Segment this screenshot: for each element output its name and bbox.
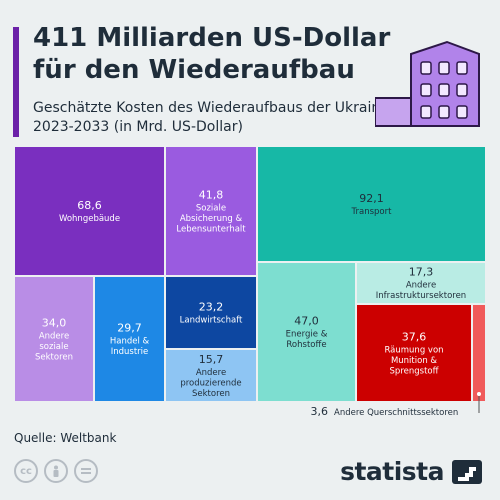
treemap-tile-landwirtschaft	[166, 277, 256, 348]
chart-title: 411 Milliarden US-Dollar für den Wiedera…	[33, 23, 391, 85]
cc-icon[interactable]: cc	[14, 459, 38, 483]
treemap-tile-transport	[258, 147, 485, 261]
tile-label-handel-industrie: Handel & Industrie	[110, 337, 150, 358]
tile-value-soziale-absicherung-lebensunterhalt: 41,8	[199, 188, 224, 201]
treemap-tile-soziale-absicherung-lebensunterhalt	[166, 147, 256, 275]
tile-value-andere-querschnittssektoren: 3,6	[311, 405, 329, 418]
tile-value-räumung-von-munition-sprengstoff: 37,6	[402, 330, 427, 343]
statista-logo[interactable]: statista	[340, 457, 482, 486]
tile-label-räumung-von-munition-sprengstoff: Räumung von Munition & Sprengstoff	[384, 345, 443, 376]
treemap-chart: 68,6 Wohngebäude 41,8 Soziale Absicherung & L…	[15, 147, 485, 418]
treemap-tile-räumung-von-munition-sprengstoff	[357, 305, 471, 401]
tile-value-andere-soziale-sektoren: 34,0	[42, 316, 67, 329]
tile-label-transport: Transport	[351, 207, 393, 217]
statista-mark-icon	[452, 459, 482, 484]
treemap-tile-andere-soziale-sektoren	[15, 277, 93, 401]
treemap-tile-handel-industrie	[95, 277, 164, 401]
source-label: Quelle: Weltbank	[14, 431, 117, 445]
tile-value-energie-rohstoffe: 47,0	[294, 315, 319, 328]
tile-label-soziale-absicherung-lebensunterhalt: Soziale Absicherung & Lebensunterhalt	[176, 203, 246, 234]
tile-value-wohngebäude: 68,6	[77, 199, 102, 212]
equals-icon[interactable]	[74, 459, 98, 483]
treemap-tile-andere-querschnittssektoren	[473, 305, 485, 401]
title-accent-bar	[13, 27, 19, 137]
license-icons: cc	[14, 459, 98, 483]
tile-value-landwirtschaft: 23,2	[199, 300, 224, 313]
tile-label-wohngebäude: Wohngebäude	[59, 214, 120, 224]
tile-label-andere-infrastruktursektoren: Andere Infrastruktursektoren	[376, 281, 466, 302]
callout-dot	[477, 392, 481, 396]
treemap-tile-andere-produzierende-sektoren	[166, 350, 256, 401]
treemap-tile-wohngebäude	[15, 147, 164, 275]
tile-label-andere-produzierende-sektoren: Andere produzierende Sektoren	[180, 368, 241, 399]
treemap-tile-energie-rohstoffe	[258, 263, 355, 401]
treemap-tile-andere-infrastruktursektoren	[357, 263, 485, 303]
tile-value-handel-industrie: 29,7	[117, 322, 142, 335]
tile-label-andere-soziale-sektoren: Andere soziale Sektoren	[35, 331, 73, 362]
tile-label-andere-querschnittssektoren: Andere Querschnittssektoren	[334, 408, 458, 418]
chart-subtitle: Geschätzte Kosten des Wiederaufbaus der …	[33, 100, 389, 135]
tile-label-landwirtschaft: Landwirtschaft	[180, 315, 243, 325]
tile-value-andere-infrastruktursektoren: 17,3	[409, 266, 434, 279]
brand-name: statista	[340, 457, 444, 486]
tile-label-energie-rohstoffe: Energie & Rohstoffe	[286, 330, 328, 351]
building-icon	[375, 40, 480, 127]
tile-value-andere-produzierende-sektoren: 15,7	[199, 353, 224, 366]
person-icon[interactable]	[44, 459, 68, 483]
tile-value-transport: 92,1	[359, 192, 384, 205]
